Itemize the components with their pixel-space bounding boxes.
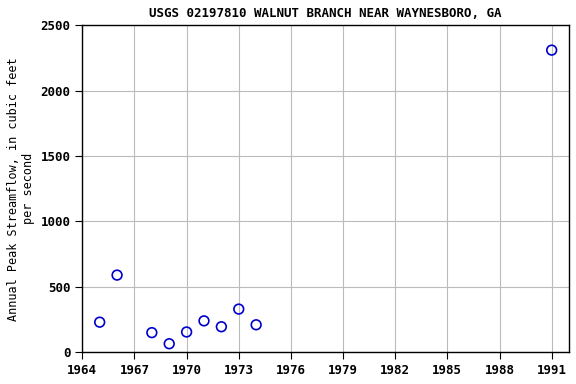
Point: [95, 319, 104, 325]
Y-axis label: Annual Peak Streamflow, in cubic feet
per second: Annual Peak Streamflow, in cubic feet pe…: [7, 57, 35, 321]
Title: USGS 02197810 WALNUT BRANCH NEAR WAYNESBORO, GA: USGS 02197810 WALNUT BRANCH NEAR WAYNESB…: [149, 7, 502, 20]
Point: [547, 47, 556, 53]
Point: [182, 329, 191, 335]
Point: [112, 272, 122, 278]
Point: [217, 324, 226, 330]
Point: [252, 322, 261, 328]
Point: [234, 306, 244, 312]
Point: [199, 318, 209, 324]
Point: [147, 329, 157, 336]
Point: [165, 341, 174, 347]
